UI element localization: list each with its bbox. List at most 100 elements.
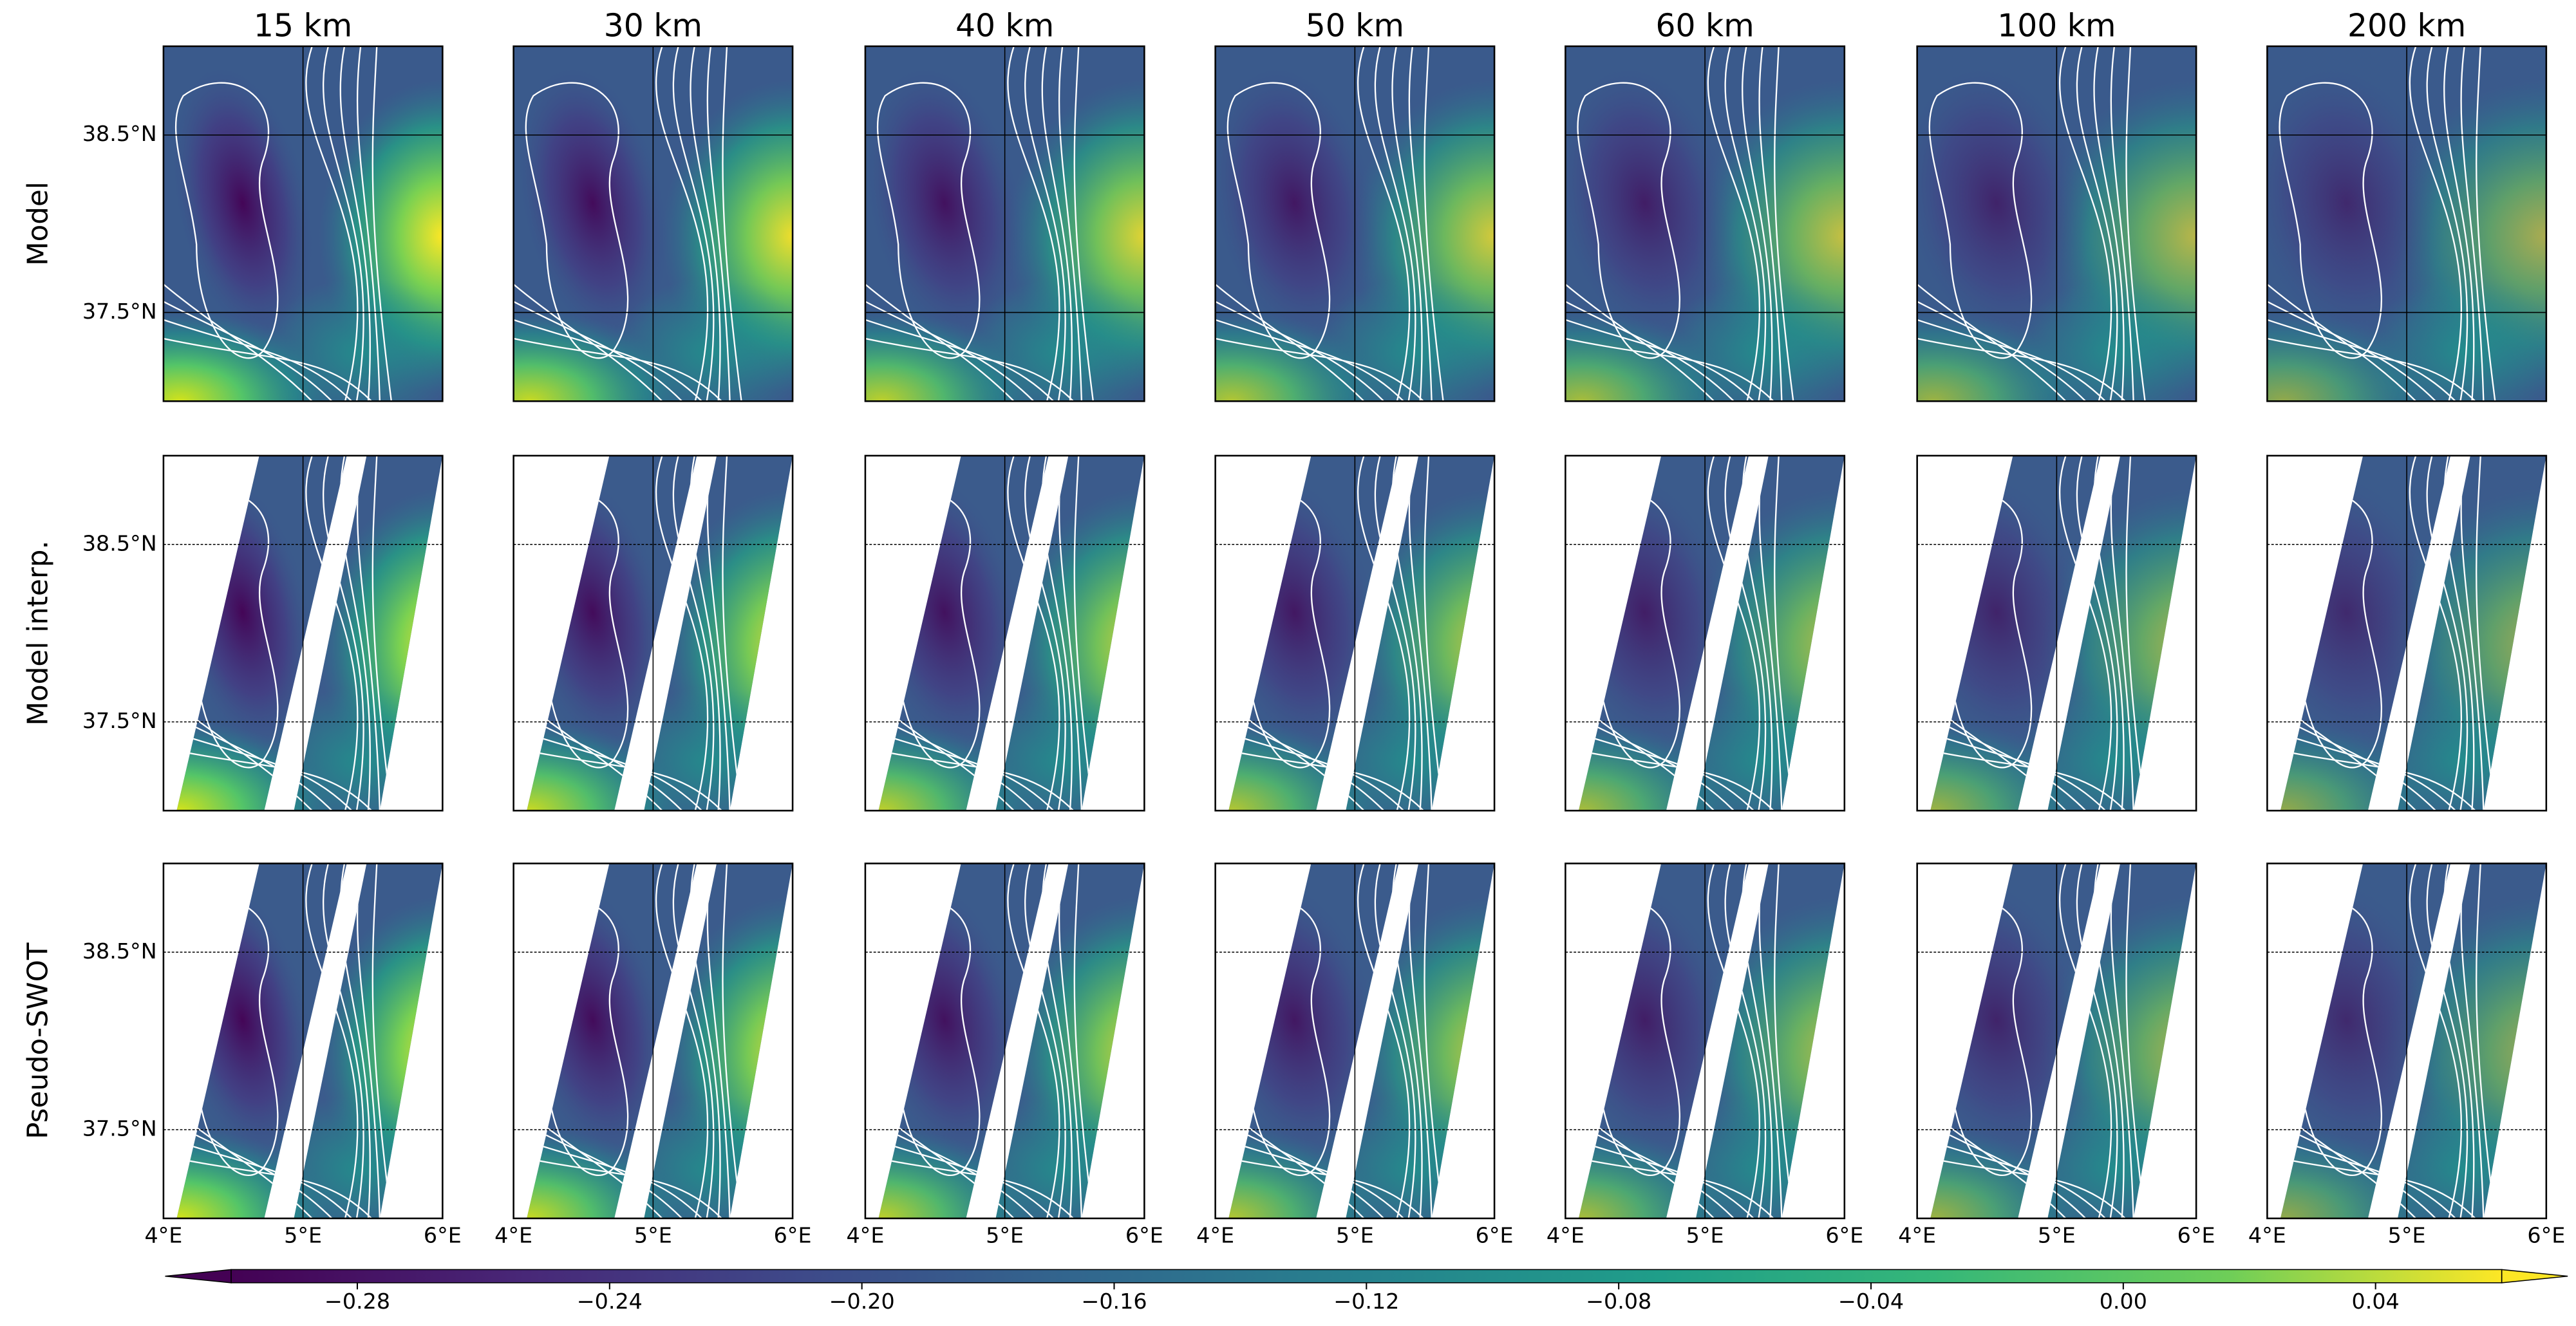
contour	[339, 46, 371, 402]
contour	[1758, 46, 1783, 402]
x-tick-label: 5°E	[986, 1223, 1024, 1248]
contour	[2076, 455, 2118, 811]
panel-frame	[1916, 454, 2197, 812]
panel	[512, 454, 794, 812]
panel-frame	[512, 863, 794, 1220]
panel	[864, 454, 1145, 812]
contour	[1917, 283, 2067, 402]
field-low	[171, 65, 314, 341]
contour	[513, 319, 702, 402]
panel-frame	[162, 45, 444, 402]
x-tick-label: 6°E	[774, 1223, 812, 1248]
column-title: 30 km	[604, 8, 702, 44]
contour	[371, 863, 392, 1219]
column-title: 60 km	[1656, 8, 1754, 44]
panel-frame	[512, 454, 794, 812]
contour	[672, 455, 715, 811]
field-teal	[2016, 1094, 2197, 1219]
contour	[1724, 863, 1767, 1219]
contour	[722, 455, 742, 811]
x-tick-label: 5°E	[634, 1223, 672, 1248]
field-teal	[1314, 686, 1495, 811]
field	[865, 46, 1145, 402]
contour	[356, 46, 381, 402]
contour	[323, 863, 364, 1219]
column-title: 15 km	[254, 8, 352, 44]
field-low	[1215, 64, 1379, 342]
field	[163, 46, 443, 402]
field-teal	[2016, 686, 2197, 811]
contour	[1374, 46, 1416, 402]
field	[2280, 455, 2546, 811]
contour	[1565, 319, 1754, 402]
x-tick-label: 4°E	[494, 1223, 532, 1248]
contour	[690, 46, 721, 402]
x-tick-label: 5°E	[2388, 1223, 2426, 1248]
contour	[1024, 46, 1066, 402]
row-label: Model	[23, 182, 55, 266]
panel-frame	[864, 863, 1145, 1220]
contour	[655, 46, 709, 402]
colorbar-extend-low	[165, 1269, 232, 1284]
contour	[1041, 46, 1073, 402]
column-title: 50 km	[1306, 8, 1404, 44]
field-teal	[964, 686, 1145, 811]
panel-frame	[1214, 45, 1496, 402]
contour	[2267, 319, 2456, 402]
contour	[2125, 863, 2146, 1219]
contour	[865, 283, 1015, 402]
contour	[1374, 863, 1416, 1219]
panel-frame	[864, 454, 1145, 812]
field-low	[865, 64, 1025, 342]
row-label: Model interp.	[23, 541, 55, 726]
colorbar-tick-label: −0.28	[324, 1289, 390, 1314]
y-tick-label: 38.5°N	[82, 121, 157, 146]
contour	[1424, 46, 1444, 402]
panel	[2266, 454, 2548, 812]
contour	[371, 46, 392, 402]
x-tick-label: 6°E	[1825, 1223, 1863, 1248]
contour	[1024, 455, 1066, 811]
contour	[1724, 455, 1767, 811]
contour	[513, 337, 722, 402]
contour	[1724, 46, 1767, 402]
x-tick-label: 6°E	[2527, 1223, 2565, 1248]
field-teal	[964, 1094, 1145, 1219]
contour	[1073, 46, 1095, 402]
x-tick-label: 4°E	[2248, 1223, 2286, 1248]
contour	[2125, 455, 2146, 811]
panel	[1214, 454, 1496, 812]
panel-frame	[1565, 863, 1846, 1220]
contour	[1917, 319, 2106, 402]
x-tick-label: 4°E	[846, 1223, 884, 1248]
contour	[1742, 46, 1773, 402]
contour	[2267, 283, 2417, 402]
contour	[876, 82, 981, 359]
x-tick-label: 6°E	[1125, 1223, 1163, 1248]
y-tick-label: 37.5°N	[82, 1116, 157, 1141]
field-teal	[2366, 1094, 2546, 1219]
contour	[1565, 283, 1715, 402]
contour	[722, 46, 742, 402]
column-title: 200 km	[2347, 8, 2466, 44]
contour	[2443, 46, 2475, 402]
panel	[1565, 45, 1846, 402]
contour	[1408, 46, 1433, 402]
panel	[512, 45, 794, 402]
field	[1215, 46, 1495, 402]
contour	[672, 46, 715, 402]
contour	[2076, 863, 2118, 1219]
y-tick-label: 38.5°N	[82, 530, 157, 556]
y-tick-label: 38.5°N	[82, 938, 157, 964]
panel-frame	[2266, 45, 2548, 402]
contour	[1073, 863, 1095, 1219]
contour	[865, 319, 1055, 402]
x-tick-label: 5°E	[1336, 1223, 1374, 1248]
colorbar	[230, 1269, 2503, 1284]
contour	[1215, 319, 1404, 402]
colorbar-tick-label: −0.08	[1586, 1289, 1651, 1314]
field	[176, 455, 443, 811]
x-tick-label: 6°E	[2177, 1223, 2215, 1248]
